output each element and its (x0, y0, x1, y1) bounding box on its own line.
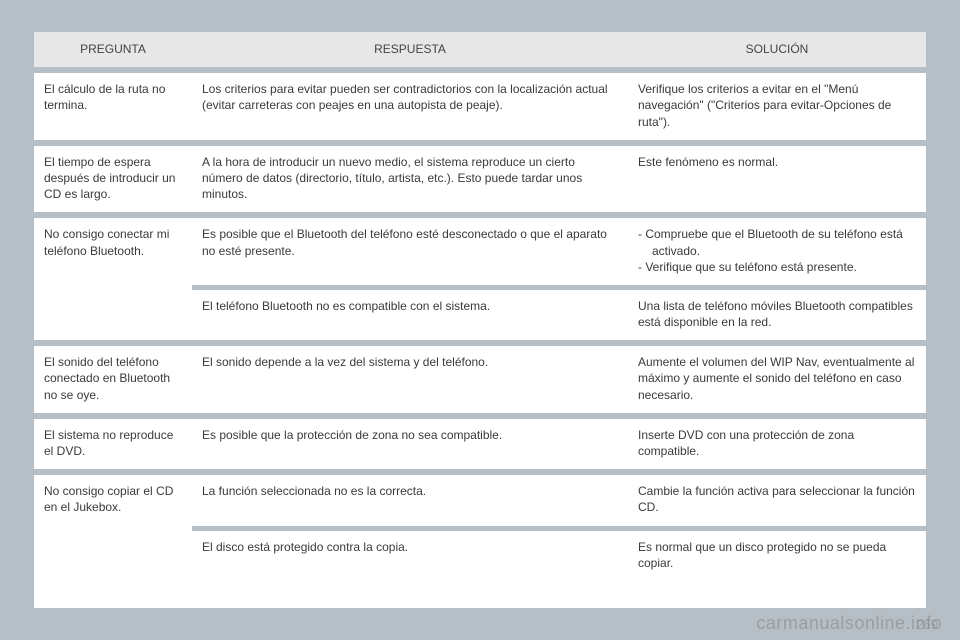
cell-solucion: Compruebe que el Bluetooth de su teléfon… (628, 218, 926, 285)
cell-subgroup: Es posible que el Bluetooth del teléfono… (192, 218, 926, 340)
page-number: 269 (916, 617, 938, 632)
cell-respuesta: El teléfono Bluetooth no es compatible c… (192, 290, 628, 340)
cell-respuesta: Los criterios para evitar pueden ser con… (192, 73, 628, 140)
cell-pregunta: El tiempo de espera después de introduci… (34, 146, 192, 213)
header-pregunta: PREGUNTA (34, 32, 192, 67)
cell-pregunta: El cálculo de la ruta no termina. (34, 73, 192, 140)
cell-solucion: Una lista de teléfono móviles Bluetooth … (628, 290, 926, 340)
table-row: No consigo copiar el CD en el Jukebox. L… (34, 475, 926, 605)
cell-solucion: Verifique los criterios a evitar en el "… (628, 73, 926, 140)
cell-respuesta: El disco está protegido contra la copia. (192, 531, 628, 581)
table-row: El sonido del teléfono conectado en Blue… (34, 346, 926, 413)
table-row: No consigo conectar mi teléfono Bluetoot… (34, 218, 926, 340)
cell-solucion: Cambie la función activa para selecciona… (628, 475, 926, 525)
cell-subgroup: La función seleccionada no es la correct… (192, 475, 926, 605)
cell-pregunta: El sonido del teléfono conectado en Blue… (34, 346, 192, 413)
watermark-text: carmanualsonline.info (756, 613, 942, 634)
cell-respuesta: Es posible que el Bluetooth del teléfono… (192, 218, 628, 285)
cell-solucion: Es normal que un disco protegido no se p… (628, 531, 926, 581)
cell-solucion: Aumente el volumen del WIP Nav, eventual… (628, 346, 926, 413)
cell-respuesta: La función seleccionada no es la correct… (192, 475, 628, 525)
cell-respuesta: El sonido depende a la vez del sistema y… (192, 346, 628, 413)
cell-solucion: Inserte DVD con una protección de zona c… (628, 419, 926, 469)
header-respuesta: RESPUESTA (192, 32, 628, 67)
cell-pregunta: No consigo copiar el CD en el Jukebox. (34, 475, 192, 605)
table-row: El tiempo de espera después de introduci… (34, 146, 926, 213)
faq-table: PREGUNTA RESPUESTA SOLUCIÓN El cálculo d… (34, 32, 926, 608)
solution-list: Compruebe que el Bluetooth de su teléfon… (638, 226, 916, 275)
list-item: Verifique que su teléfono está presente. (638, 259, 916, 275)
cell-pregunta: No consigo conectar mi teléfono Bluetoot… (34, 218, 192, 340)
header-solucion: SOLUCIÓN (628, 32, 926, 67)
table-row: El cálculo de la ruta no termina. Los cr… (34, 73, 926, 140)
table-header-row: PREGUNTA RESPUESTA SOLUCIÓN (34, 32, 926, 67)
cell-pregunta: El sistema no reproduce el DVD. (34, 419, 192, 469)
list-item: Compruebe que el Bluetooth de su teléfon… (638, 226, 916, 258)
cell-solucion: Este fenómeno es normal. (628, 146, 926, 213)
table-row: El sistema no reproduce el DVD. Es posib… (34, 419, 926, 469)
cell-respuesta: Es posible que la protección de zona no … (192, 419, 628, 469)
cell-respuesta: A la hora de introducir un nuevo medio, … (192, 146, 628, 213)
